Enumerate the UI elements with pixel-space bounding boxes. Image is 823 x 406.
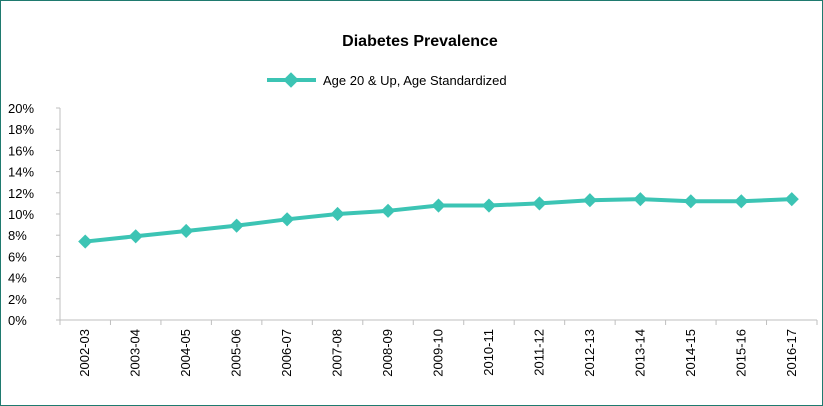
data-point-marker: [78, 234, 93, 249]
x-tick-label: 2003-04: [128, 329, 143, 377]
y-tick-label: 6%: [8, 249, 27, 264]
y-tick-label: 8%: [8, 228, 27, 243]
legend-marker: [283, 72, 299, 88]
y-tick-label: 16%: [8, 143, 34, 158]
x-tick-label: 2014-15: [683, 329, 698, 377]
x-tick-label: 2015-16: [733, 329, 748, 377]
data-point-marker: [734, 194, 749, 209]
y-tick-label: 12%: [8, 186, 34, 201]
x-tick-label: 2008-09: [380, 329, 395, 377]
data-point-marker: [330, 206, 345, 222]
data-point-marker: [784, 192, 799, 207]
y-tick-label: 4%: [8, 271, 27, 286]
data-point-marker: [633, 192, 648, 207]
data-point-marker: [229, 218, 244, 233]
x-tick-label: 2012-13: [582, 329, 597, 377]
data-point-marker: [431, 198, 446, 213]
x-tick-label: 2013-14: [632, 329, 647, 377]
x-tick-label: 2010-11: [481, 329, 496, 376]
legend: Age 20 & Up, Age Standardized: [267, 72, 507, 88]
x-tick-label: 2002-03: [77, 329, 92, 377]
x-axis: 2002-03 2003-04 2004-05 2005-06 2006-07 2007-…: [59, 319, 818, 377]
x-tick-label: 2011-12: [531, 329, 546, 376]
x-tick-label: 2016-17: [784, 329, 799, 377]
data-point-marker: [280, 212, 295, 227]
y-tick-label: 20%: [8, 101, 34, 116]
x-tick-label: 2004-05: [178, 329, 193, 377]
y-tick-label: 18%: [8, 122, 34, 137]
data-point-marker: [481, 198, 497, 213]
x-tick-label: 2005-06: [229, 329, 244, 377]
series-group: [78, 192, 799, 249]
y-axis: 0% 2% 4% 6% 8% 10% 12% 14% 16% 18% 20%: [8, 101, 61, 328]
data-point-marker: [683, 194, 698, 209]
data-point-marker: [532, 196, 547, 211]
data-point-marker: [179, 223, 194, 239]
data-point-marker: [582, 193, 597, 208]
x-tick-label: 2009-10: [431, 329, 446, 377]
data-point-marker: [128, 229, 143, 244]
y-tick-label: 14%: [8, 165, 34, 180]
data-point-marker: [380, 203, 396, 218]
x-tick-label: 2006-07: [279, 329, 294, 377]
y-tick-label: 10%: [8, 207, 34, 222]
y-tick-label: 0%: [8, 313, 27, 328]
chart-title: Diabetes Prevalence: [342, 33, 498, 50]
legend-label: Age 20 & Up, Age Standardized: [323, 73, 507, 88]
x-tick-label: 2007-08: [330, 329, 345, 377]
y-tick-label: 2%: [8, 292, 27, 307]
